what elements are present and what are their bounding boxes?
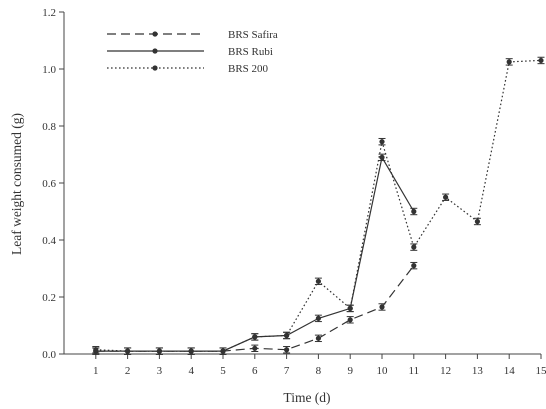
y-tick-label: 1.0 xyxy=(42,64,56,76)
data-point xyxy=(379,139,385,145)
data-point xyxy=(538,57,544,64)
series-3 xyxy=(92,56,545,355)
y-tick-label: 0.4 xyxy=(42,235,56,247)
data-point xyxy=(347,305,353,311)
legend: BRS Safira BRS Rubi BRS 200 xyxy=(107,29,278,75)
legend-item: BRS Safira xyxy=(107,29,278,41)
y-axis-title: Leaf weight consumed (g) xyxy=(9,113,24,255)
legend-marker xyxy=(152,48,158,54)
y-tick-label: 0.2 xyxy=(42,292,56,304)
legend-item: BRS 200 xyxy=(107,63,269,75)
data-point xyxy=(315,278,321,284)
legend-label: BRS 200 xyxy=(228,63,269,75)
data-point xyxy=(379,304,385,310)
series-line xyxy=(95,59,542,352)
x-tick-label: 8 xyxy=(316,365,322,377)
series-layer xyxy=(92,56,545,355)
x-tick-label: 13 xyxy=(472,365,484,377)
x-axis-title: Time (d) xyxy=(283,390,330,405)
data-point xyxy=(188,348,194,354)
data-point xyxy=(220,348,226,354)
x-tick-label: 4 xyxy=(188,365,194,377)
y-tick-label: 0.6 xyxy=(42,178,56,190)
data-point xyxy=(93,347,99,353)
data-point xyxy=(411,208,417,215)
y-tick-label: 0.0 xyxy=(42,349,56,361)
data-point xyxy=(252,345,258,351)
data-point xyxy=(284,332,290,339)
data-point xyxy=(156,348,162,354)
x-tick-label: 6 xyxy=(252,365,258,377)
x-tick-label: 9 xyxy=(347,365,353,377)
x-tick-label: 12 xyxy=(440,365,451,377)
data-point xyxy=(315,315,321,321)
data-point xyxy=(125,348,131,354)
x-tick-label: 5 xyxy=(220,365,226,377)
legend-item: BRS Rubi xyxy=(107,46,273,58)
x-tick-label: 2 xyxy=(125,365,131,377)
data-point xyxy=(411,263,417,269)
y-tick-label: 0.8 xyxy=(42,121,56,133)
data-point xyxy=(315,335,321,341)
data-point xyxy=(506,59,512,65)
x-tick-label: 14 xyxy=(504,365,516,377)
x-tick-label: 11 xyxy=(409,365,420,377)
data-point xyxy=(474,218,480,225)
series-line xyxy=(95,155,415,352)
data-point xyxy=(347,317,353,323)
x-tick-label: 10 xyxy=(377,365,389,377)
data-point xyxy=(379,154,385,160)
series-2 xyxy=(92,153,418,355)
x-tick-label: 15 xyxy=(536,365,546,377)
data-point xyxy=(252,334,258,340)
x-tick-label: 3 xyxy=(157,365,163,377)
axes: 0.00.20.40.60.81.01.21 2 3 4 5 6 7 8 9 10 11 12 13 14… xyxy=(42,7,546,377)
x-tick-label: 7 xyxy=(284,365,290,377)
x-tick-label: 1 xyxy=(93,365,99,377)
legend-marker xyxy=(152,31,158,37)
legend-label: BRS Rubi xyxy=(228,46,273,58)
legend-label: BRS Safira xyxy=(228,29,278,41)
data-point xyxy=(411,244,417,250)
y-tick-label: 1.2 xyxy=(42,7,56,19)
data-point xyxy=(284,347,290,353)
data-point xyxy=(443,194,449,200)
legend-marker xyxy=(152,65,158,71)
